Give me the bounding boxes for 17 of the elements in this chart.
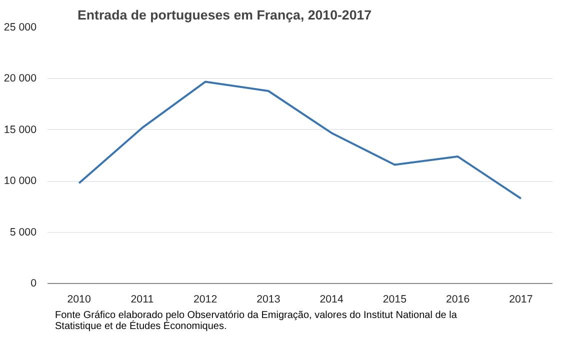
x-tick-label: 2010 <box>67 294 91 306</box>
chart-title: Entrada de portugueses em França, 2010-2017 <box>78 8 372 22</box>
y-tick-label: 15 000 <box>4 124 37 136</box>
y-tick-label: 25 000 <box>4 22 37 34</box>
x-tick-label: 2012 <box>193 294 218 306</box>
y-tick-label: 0 <box>30 278 37 290</box>
x-tick-label: 2016 <box>446 294 470 306</box>
y-tick-label: 5 000 <box>10 226 37 238</box>
line-series <box>78 80 522 200</box>
x-tick-label: 2017 <box>509 294 533 306</box>
x-tick-label: 2011 <box>130 294 154 306</box>
y-tick-label: 20 000 <box>4 72 37 85</box>
x-tick-label: 2013 <box>256 294 280 306</box>
x-tick-label: 2015 <box>382 294 407 306</box>
x-tick-label: 2014 <box>320 294 344 306</box>
y-tick-label: 10 000 <box>4 175 37 188</box>
source-note: Fonte Gráfico elaborado pelo Observatório da Emigração, valores do Institut National de la Statistique et de Études Économiques. <box>55 310 458 332</box>
